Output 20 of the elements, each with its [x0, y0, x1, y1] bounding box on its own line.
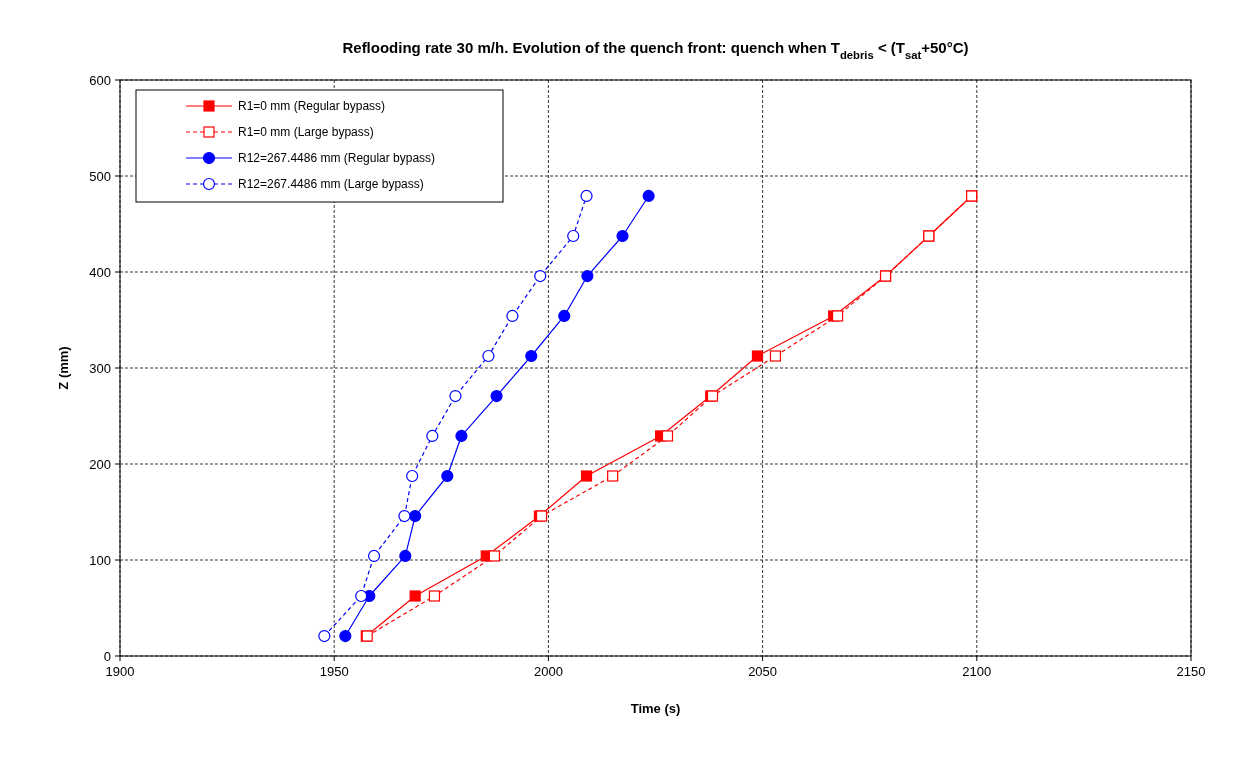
y-tick-label: 100	[89, 553, 111, 568]
x-tick-label: 2100	[962, 664, 992, 679]
x-tick-label: 2150	[1176, 664, 1206, 679]
legend-label: R1=0 mm (Large bypass)	[238, 125, 374, 139]
legend-label: R12=267.4486 mm (Regular bypass)	[238, 151, 436, 165]
y-tick-label: 300	[89, 361, 111, 376]
x-tick-label: 2000	[533, 664, 563, 679]
y-tick-label: 600	[89, 73, 111, 88]
chart-title: Reflooding rate 30 m/h. Evolution of the quench front: quench when T$_{debris}$ < (T$_{sat}$+50°C)	[342, 39, 969, 61]
y-axis-title: Z (mm)	[56, 346, 71, 390]
x-axis-title: Time (s)	[630, 701, 681, 716]
y-tick-label: 200	[89, 457, 111, 472]
legend-label: R1=0 mm (Regular bypass)	[238, 99, 386, 113]
x-tick-label: 1900	[105, 664, 135, 679]
y-tick-label: 0	[103, 649, 111, 664]
x-tick-label: 2050	[748, 664, 778, 679]
y-tick-label: 400	[89, 265, 111, 280]
y-tick-label: 500	[89, 169, 111, 184]
legend-label: R12=267.4486 mm (Large bypass)	[238, 177, 424, 191]
x-tick-label: 1950	[319, 664, 349, 679]
